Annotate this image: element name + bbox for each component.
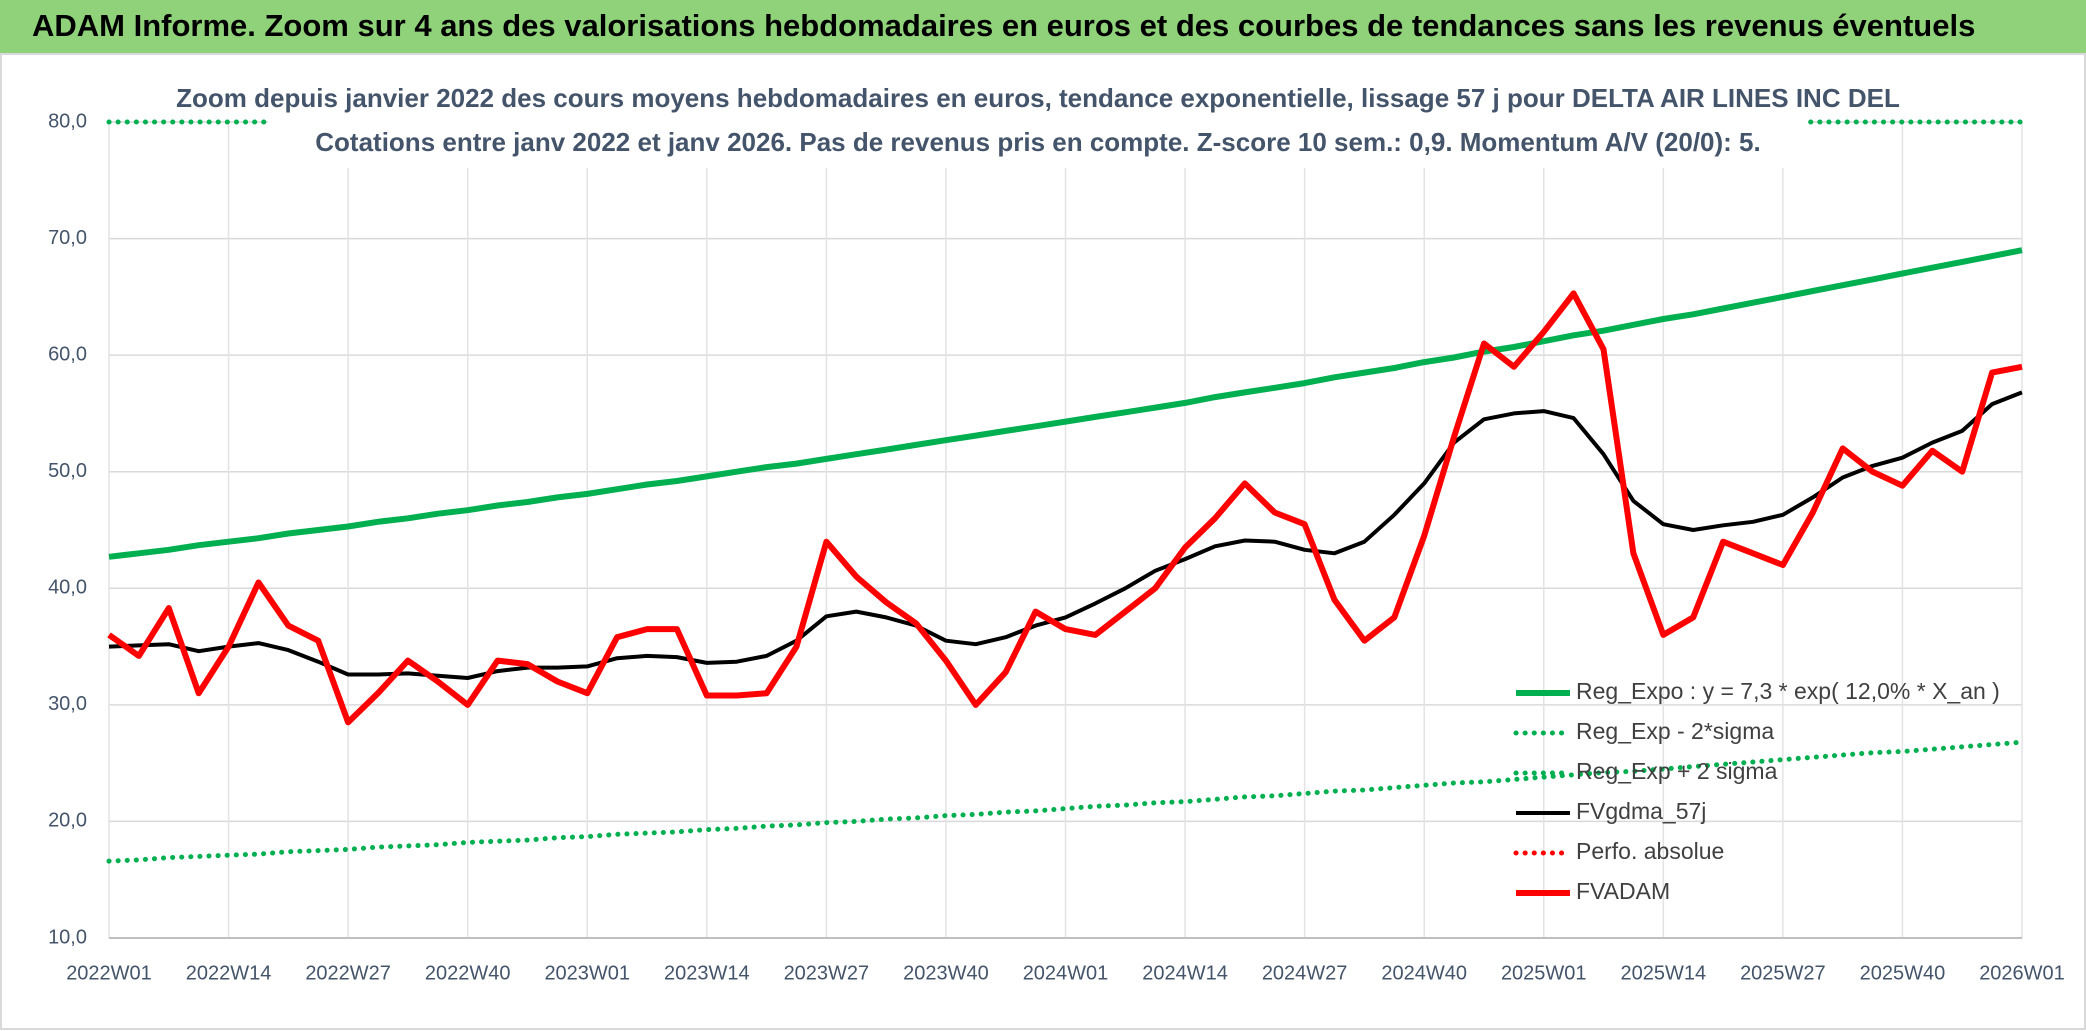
x-tick-label: 2023W40	[903, 962, 989, 984]
x-tick-label: 2024W40	[1381, 962, 1467, 984]
legend-label: Perfo. absolue	[1576, 838, 1724, 864]
chart-title: Zoom depuis janvier 2022 des cours moyen…	[176, 83, 1900, 113]
y-tick-label: 80,0	[48, 110, 87, 132]
chart-subtitle: Cotations entre janv 2022 et janv 2026. …	[315, 127, 1760, 157]
y-tick-label: 20,0	[48, 810, 87, 832]
x-tick-label: 2023W14	[664, 962, 750, 984]
chart-frame	[0, 53, 2086, 1030]
x-tick-label: 2022W14	[186, 962, 272, 984]
series-line	[106, 739, 2025, 864]
x-tick-label: 2022W01	[66, 962, 152, 984]
y-tick-label: 70,0	[48, 227, 87, 249]
y-tick-label: 30,0	[48, 693, 87, 715]
legend: Reg_Expo : y = 7,3 * exp( 12,0% * X_an )…	[1513, 678, 2000, 904]
legend-label: FVADAM	[1576, 878, 1670, 904]
series-line	[108, 247, 2023, 560]
x-tick-label: 2022W27	[305, 962, 391, 984]
x-tick-label: 2022W40	[425, 962, 511, 984]
y-tick-label: 10,0	[48, 926, 87, 948]
legend-label: Reg_Expo : y = 7,3 * exp( 12,0% * X_an )	[1576, 678, 2000, 704]
header: ADAM Informe. Zoom sur 4 ans des valoris…	[32, 8, 1975, 43]
x-tick-label: 2023W27	[784, 962, 870, 984]
y-tick-label: 40,0	[48, 577, 87, 599]
x-tick-label: 2024W01	[1023, 962, 1109, 984]
header-bar	[0, 0, 2086, 54]
legend-label: FVgdma_57j	[1576, 798, 1706, 824]
series-line	[107, 290, 2023, 726]
title-box	[268, 80, 1808, 168]
x-tick-label: 2023W01	[544, 962, 630, 984]
y-tick-label: 60,0	[48, 343, 87, 365]
x-tick-label: 2025W27	[1740, 962, 1826, 984]
x-tick-label: 2025W40	[1860, 962, 1946, 984]
legend-label: Reg_Exp - 2*sigma	[1576, 718, 1774, 744]
x-tick-label: 2024W14	[1142, 962, 1228, 984]
x-tick-label: 2024W27	[1262, 962, 1348, 984]
legend-label: Reg_Exp + 2 sigma	[1576, 758, 1778, 784]
x-tick-label: 2026W01	[1979, 962, 2065, 984]
y-tick-label: 50,0	[48, 460, 87, 482]
x-tick-label: 2025W01	[1501, 962, 1587, 984]
x-tick-label: 2025W14	[1621, 962, 1707, 984]
